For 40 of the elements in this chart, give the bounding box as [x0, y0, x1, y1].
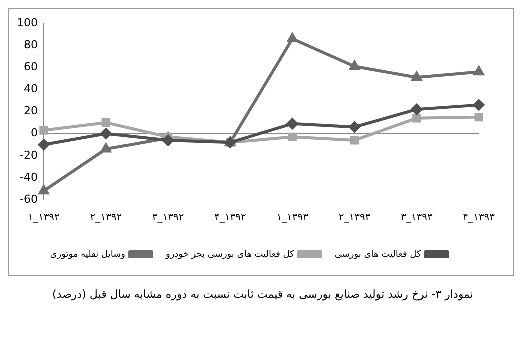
- legend-label: کل فعالیت های بورسی: [334, 250, 422, 260]
- point: [349, 122, 360, 133]
- point: [162, 134, 174, 146]
- point: [40, 126, 48, 135]
- y-tick-label: 40: [24, 82, 38, 96]
- point: [474, 100, 485, 111]
- y-tick-label: 100: [16, 16, 38, 30]
- point: [350, 136, 360, 145]
- x-tick-label: ۲_۱۳۹۳: [338, 212, 372, 224]
- x-tick-label: ۴_۱۳۹۲: [214, 212, 246, 224]
- point: [474, 66, 484, 76]
- point: [39, 186, 49, 195]
- x-tick-label: ۱_۱۳۹۲: [28, 212, 60, 224]
- point: [411, 104, 422, 116]
- point: [288, 34, 298, 43]
- x-tick-label: ۴_۱۳۹۳: [463, 212, 496, 224]
- y-tick-label: 80: [24, 38, 38, 52]
- point: [38, 139, 50, 150]
- y-tick-label: -40: [20, 170, 38, 184]
- point: [102, 118, 110, 128]
- point: [100, 128, 112, 140]
- x-tick-label: ۱_۱۳۹۳: [276, 212, 310, 224]
- y-tick-label: 0: [30, 126, 38, 140]
- x-tick-label: ۲_۱۳۹۲: [90, 212, 122, 224]
- point: [474, 112, 484, 122]
- point: [288, 132, 297, 142]
- y-tick-label: 20: [24, 104, 38, 118]
- text: نمودار ۳- نرخ رشد تولید صنایع بورسی به قیمت ثابت نسبت به دوره مشابه سال قبل (درصد): [52, 288, 474, 301]
- y-tick-label: -20: [20, 148, 38, 162]
- point: [287, 118, 298, 130]
- x-tick-label: ۳_۱۳۹۳: [400, 212, 434, 224]
- point: [412, 72, 422, 82]
- y-tick-label: 60: [24, 60, 38, 74]
- legend-label: وسایل نقلیه موتوری: [50, 250, 126, 260]
- y-tick-label: -60: [20, 192, 38, 206]
- legend-label: کل فعالیت های بورسی بجز خودرو: [164, 250, 296, 260]
- point: [101, 144, 112, 153]
- point: [412, 114, 422, 123]
- point: [350, 61, 360, 70]
- x-tick-label: ۳_۱۳۹۲: [152, 212, 184, 224]
